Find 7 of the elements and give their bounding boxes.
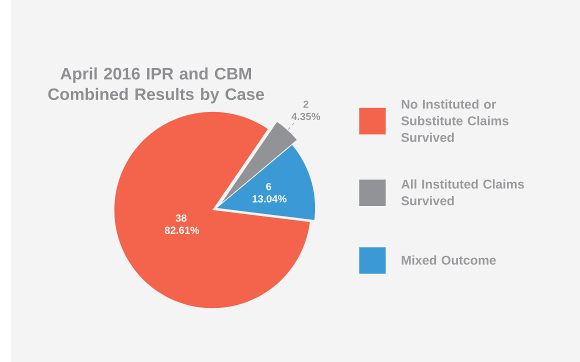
chart-title: April 2016 IPR and CBM Combined Results by Case (48, 67, 264, 104)
data-label: 38 82.61% (164, 214, 200, 234)
data-label: 6 13.04% (252, 182, 287, 202)
legend-label: Mixed Outcome (402, 255, 496, 265)
legend-label: No Instituted or Substitute Claims Survived (401, 99, 508, 142)
legend-label: All Instituted Claims Survived (401, 179, 524, 206)
data-label: 2 4.35% (292, 100, 320, 120)
